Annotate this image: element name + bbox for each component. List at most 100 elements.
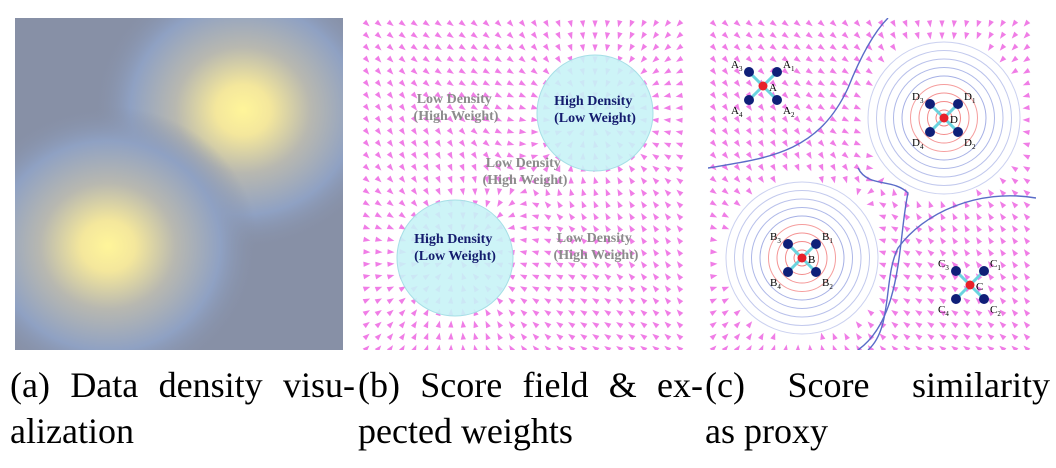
field-arrow xyxy=(829,43,837,51)
field-arrow xyxy=(928,225,935,233)
field-arrow xyxy=(793,91,801,99)
field-arrow xyxy=(446,91,454,99)
field-arrow xyxy=(386,286,395,292)
field-arrow xyxy=(422,187,429,196)
field-arrow xyxy=(398,309,406,317)
field-arrow xyxy=(422,55,430,63)
field-arrow xyxy=(386,309,394,317)
field-arrow xyxy=(494,67,503,74)
field-arrow xyxy=(398,43,406,51)
field-arrow xyxy=(745,31,753,39)
field-arrow xyxy=(398,211,406,219)
field-arrow xyxy=(745,127,752,135)
field-arrow xyxy=(709,79,717,87)
field-arrow xyxy=(557,200,563,209)
field-arrow xyxy=(916,213,923,221)
field-arrow xyxy=(709,139,717,147)
boundary-contour-top xyxy=(708,18,889,169)
field-arrow xyxy=(410,321,417,329)
anchor-center-label: D xyxy=(950,114,958,126)
field-arrow xyxy=(485,199,491,208)
field-arrow xyxy=(519,128,527,135)
field-arrow xyxy=(641,201,648,209)
sample-point-label: B4 xyxy=(770,277,781,291)
field-arrow xyxy=(745,19,753,27)
field-arrow xyxy=(817,139,825,147)
field-arrow xyxy=(422,127,429,135)
field-arrow xyxy=(781,103,789,111)
field-arrow xyxy=(951,321,959,329)
caption-b-line2: pected weights xyxy=(358,411,573,451)
field-arrow xyxy=(410,163,417,171)
contour-ring xyxy=(725,181,879,335)
field-arrow xyxy=(362,333,370,341)
field-arrow xyxy=(411,332,417,341)
field-arrow xyxy=(652,345,660,350)
field-arrow xyxy=(592,20,598,28)
field-arrow xyxy=(721,175,729,183)
caption-b: (b) Score field & ex- pected weights xyxy=(358,362,703,454)
field-arrow xyxy=(543,286,552,292)
sample-point-label: C3 xyxy=(938,258,949,272)
field-arrow xyxy=(580,237,588,245)
field-arrow xyxy=(733,321,741,329)
field-arrow xyxy=(675,130,683,136)
sample-point xyxy=(925,127,935,137)
field-arrow xyxy=(709,199,718,206)
anchor-group-d: D1 D2 D3 D4 D xyxy=(912,91,976,151)
field-arrow xyxy=(903,310,911,317)
field-arrow xyxy=(398,199,406,207)
field-arrow xyxy=(1023,285,1031,293)
field-arrow xyxy=(939,333,947,341)
field-arrow xyxy=(579,298,588,305)
contour-ring xyxy=(785,241,819,275)
field-arrow xyxy=(494,140,503,146)
contour-ring xyxy=(759,215,845,301)
field-arrow xyxy=(1023,309,1031,317)
field-arrow xyxy=(794,151,800,160)
field-arrow xyxy=(544,309,552,317)
field-arrow xyxy=(435,187,441,196)
field-arrow xyxy=(555,43,561,52)
field-arrow xyxy=(856,333,863,341)
field-arrow xyxy=(374,79,382,87)
field-arrow xyxy=(617,31,623,40)
field-arrow xyxy=(557,188,563,197)
field-arrow xyxy=(793,19,801,27)
field-arrow xyxy=(604,322,612,329)
contour-ring xyxy=(867,41,1021,195)
field-arrow xyxy=(853,152,862,158)
field-arrow xyxy=(506,80,515,86)
field-arrow xyxy=(769,103,777,111)
field-arrow xyxy=(363,249,371,255)
field-arrow xyxy=(855,321,863,329)
field-arrow xyxy=(374,309,382,317)
field-arrow xyxy=(518,92,527,98)
field-arrow xyxy=(963,309,971,317)
field-arrow xyxy=(507,175,513,184)
field-arrow xyxy=(769,127,776,135)
field-arrow xyxy=(1011,321,1019,329)
field-arrow xyxy=(951,333,959,341)
field-arrow xyxy=(781,19,789,27)
field-arrow xyxy=(519,274,528,280)
field-arrow xyxy=(1011,55,1019,63)
field-arrow xyxy=(532,345,540,350)
field-arrow xyxy=(520,297,528,305)
field-arrow xyxy=(793,127,801,135)
field-arrow xyxy=(676,166,684,173)
field-arrow xyxy=(629,177,636,185)
field-arrow xyxy=(482,151,490,159)
field-arrow xyxy=(410,19,418,27)
field-arrow xyxy=(485,344,491,350)
field-arrow xyxy=(964,212,970,221)
field-arrow xyxy=(988,249,995,257)
anchor-center xyxy=(939,113,949,123)
field-arrow xyxy=(422,79,430,87)
field-arrow xyxy=(721,345,729,350)
field-arrow xyxy=(506,92,515,98)
field-arrow xyxy=(652,189,660,197)
field-arrow xyxy=(460,332,466,340)
score-contours xyxy=(725,41,1021,335)
field-arrow xyxy=(745,175,753,183)
